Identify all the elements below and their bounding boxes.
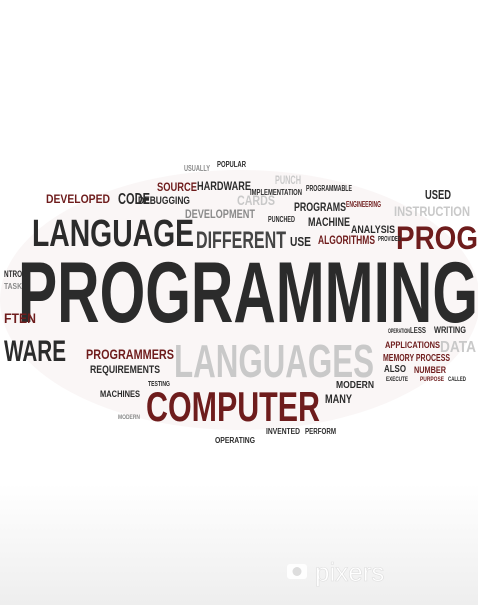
cloud-word: MODERN: [336, 380, 374, 391]
camera-lens: [292, 567, 302, 576]
cloud-word: OPERATING: [215, 436, 255, 445]
cloud-word: CALLED: [448, 377, 466, 383]
cloud-word: OPERATION: [388, 329, 410, 335]
cloud-word: INVENTED: [266, 427, 300, 436]
cloud-word: ALGORITHMS: [318, 233, 375, 247]
cloud-word: USUALLY: [184, 164, 210, 173]
cloud-word: APPLICATIONS: [385, 340, 440, 350]
cloud-word: WARE: [4, 335, 66, 368]
cloud-word: DEVELOPED: [46, 192, 110, 206]
cloud-word: MACHINE: [308, 215, 350, 229]
cloud-word: NTROL: [4, 269, 26, 279]
cloud-word: TESTING: [148, 381, 170, 388]
cloud-word: PROG: [396, 220, 478, 256]
watermark-text: pixers: [315, 557, 384, 587]
cloud-word: ANALYSIS: [351, 224, 395, 236]
cloud-word: PROGRAMMABLE: [306, 184, 352, 193]
cloud-word: IMPLEMENTATION: [250, 188, 302, 197]
cloud-word: MODERN: [118, 415, 140, 421]
cloud-word: ENGINEERING: [346, 200, 381, 209]
cloud-haze: [0, 170, 478, 430]
cloud-word: MEMORY PROCESS: [383, 353, 450, 364]
cloud-word: PUNCHED: [268, 215, 295, 224]
cloud-word: CARDS: [237, 192, 275, 208]
cloud-word: SOURCE: [157, 180, 197, 194]
cloud-word: NUMBER: [414, 365, 446, 375]
cloud-word: FTEN: [4, 310, 36, 326]
cloud-word: PROGRAMMERS: [86, 346, 174, 362]
cloud-word: CODE: [118, 191, 150, 208]
cloud-word: PURPOSE: [420, 377, 444, 383]
cloud-word: HARDWARE: [197, 179, 251, 193]
cloud-word: MANY: [325, 392, 352, 406]
cloud-word: PROVIDED: [378, 236, 401, 243]
watermark: pixers: [287, 557, 385, 587]
cloud-word: REQUIREMENTS: [90, 364, 160, 376]
cloud-word: POPULAR: [217, 160, 246, 169]
cloud-word: COMPUTER: [146, 383, 320, 430]
cloud-word: LESS: [410, 326, 426, 335]
cloud-word: PROGRAMS: [294, 200, 346, 214]
cloud-word: DEBUGGING: [138, 195, 190, 207]
cloud-word: USE: [290, 234, 311, 249]
cloud-word: PERFORM: [305, 427, 336, 436]
cloud-word: DATA: [440, 339, 476, 356]
cloud-word: EXECUTE: [386, 377, 408, 383]
cloud-word: LANGUAGE: [32, 213, 194, 255]
cloud-word: LANGUAGES: [174, 335, 374, 387]
cloud-word: WRITING: [434, 325, 466, 335]
cloud-word: DEVELOPMENT: [185, 207, 256, 221]
cloud-word: MACHINES: [100, 389, 140, 399]
cloud-word: DIFFERENT: [196, 227, 286, 254]
cloud-word: TASK: [4, 282, 22, 291]
cloud-word: PROGRAMMING: [18, 245, 478, 341]
cloud-word: ALSO: [384, 364, 406, 375]
cloud-word: PUNCH: [275, 173, 301, 187]
cloud-word: INSTRUCTION: [394, 203, 470, 219]
cloud-word: USED: [425, 187, 451, 202]
